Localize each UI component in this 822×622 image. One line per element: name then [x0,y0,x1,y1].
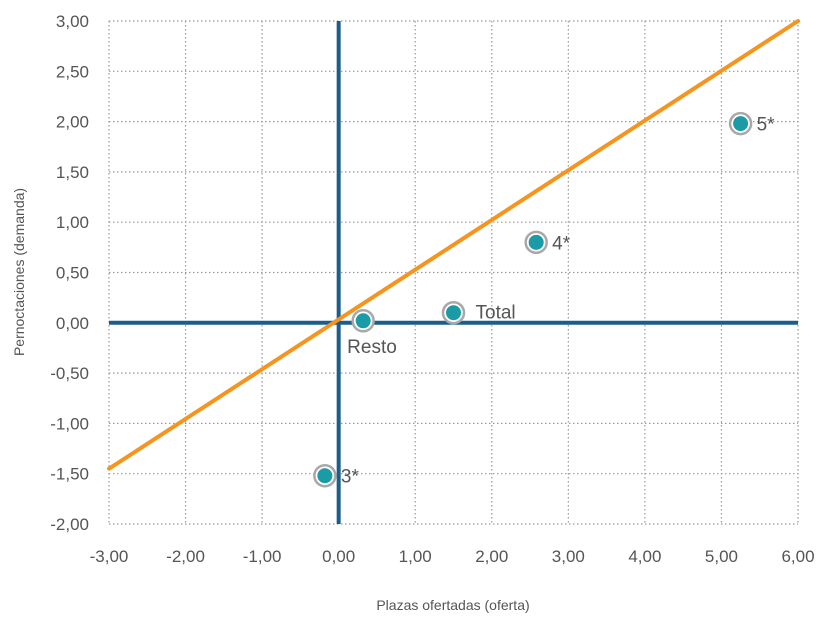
y-tick-label: 1,50 [56,163,89,182]
y-axis-title: Pernoctaciones (demanda) [11,188,27,356]
point-2: Total [441,300,516,325]
point-marker [446,305,461,321]
x-tick-label: -2,00 [166,547,205,566]
grid-lines [108,20,799,525]
x-tick-label: 1,00 [399,547,432,566]
y-tick-labels: 3,00 2,50 2,00 1,50 1,00 0,50 0,00 -0,50 -1,00 -1… [50,12,89,534]
y-tick-label: -0,50 [50,364,89,383]
x-tick-label: 4,00 [628,547,661,566]
point-label: 4* [552,233,571,254]
y-tick-label: 0,00 [56,314,89,333]
y-tick-label: 3,00 [56,12,89,31]
y-tick-label: 2,50 [56,62,89,81]
x-tick-label: 6,00 [781,547,814,566]
point-marker [355,313,371,329]
reference-line-group [107,19,800,471]
point-label: 3* [341,467,360,488]
point-marker [733,116,749,132]
point-0: 5* [728,111,776,136]
x-tick-label: 3,00 [552,547,585,566]
x-tick-label: -1,00 [243,547,282,566]
reference-line [107,19,800,471]
point-4: 3* [313,463,360,488]
x-tick-label: -3,00 [90,547,129,566]
y-tick-label: -1,00 [50,414,89,433]
point-marker [317,468,333,484]
y-tick-label: 1,00 [56,213,89,232]
x-tick-labels: -3,00 -2,00 -1,00 0,00 1,00 2,00 3,00 4,00 5,00 6… [90,547,815,566]
x-tick-label: 2,00 [475,547,508,566]
x-tick-label: 5,00 [705,547,738,566]
y-tick-label: -1,50 [50,465,89,484]
point-marker [528,234,544,250]
x-tick-label: 0,00 [322,547,355,566]
point-label: Resto [347,337,397,358]
data-points: 5* 4* Total Resto 3* [313,111,776,488]
point-1: 4* [524,230,571,254]
point-label: Total [476,303,516,324]
y-tick-label: 2,00 [56,113,89,132]
point-label: 5* [757,115,776,136]
y-tick-label: -2,00 [50,515,89,534]
y-tick-label: 0,50 [56,264,89,283]
x-axis-title: Plazas ofertadas (oferta) [376,597,529,613]
point-3: Resto [347,309,397,358]
